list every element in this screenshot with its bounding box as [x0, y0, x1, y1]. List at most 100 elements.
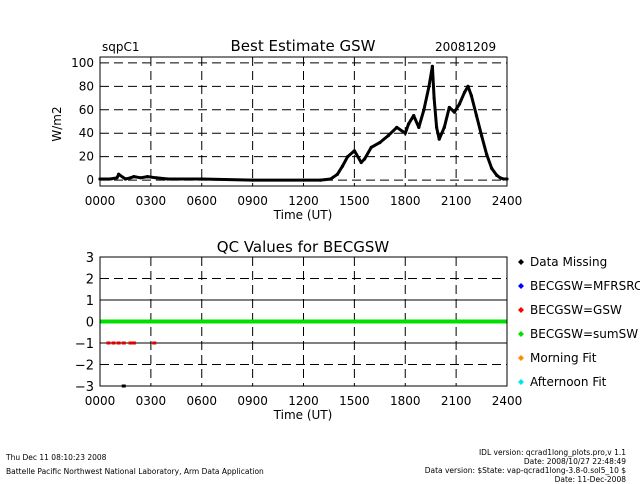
qc-y-tick-label: 1 [86, 294, 94, 309]
footer-data-version: Data version: $State: vap-qcrad1long-3.8… [424, 466, 626, 475]
gsw-data-point [352, 149, 356, 153]
gsw-data-point [479, 133, 484, 138]
top-x-tick-label: 1800 [390, 194, 421, 208]
gsw-data-point [430, 64, 434, 68]
qc-data-point [116, 341, 121, 345]
site-label: sqpC1 [102, 40, 140, 54]
legend-label: Afternoon Fit [530, 375, 607, 389]
legend-label: Data Missing [530, 255, 607, 269]
top-x-tick-label: 1500 [339, 194, 370, 208]
gsw-data-point [452, 110, 457, 114]
qc-x-tick-labels: 0000 0300 0600 0900 1200 1500 1800 2100 2400 [85, 394, 523, 408]
qc-x-tick-label: 0300 [136, 394, 167, 408]
gsw-data-point [435, 125, 439, 129]
legend-label: Morning Fit [530, 351, 597, 365]
top-x-tick-label: 0900 [237, 194, 268, 208]
legend-marker [518, 259, 524, 265]
qc-chart-title: QC Values for BECGSW [217, 238, 390, 256]
footer-idl-version: IDL version: qcrad1long_plots.pro,v 1.1 [478, 448, 626, 457]
top-data-series [98, 64, 509, 182]
qc-y-tick-label: 0 [86, 316, 94, 331]
qc-x-tick-label: 1800 [390, 394, 421, 408]
gsw-data-point [154, 176, 158, 180]
gsw-data-point [437, 137, 441, 141]
qc-y-tick-label: 3 [86, 251, 94, 266]
qc-data-point [128, 341, 133, 345]
legend-label: BECGSW=MFRSRC [530, 279, 640, 293]
gsw-data-point [466, 84, 470, 88]
top-y-tick-labels: 0 20 40 60 80 100 [71, 56, 94, 187]
qc-chart: QC Values for BECGSW 3 2 1 0 −1 −2 −3 0000 0300… [75, 238, 522, 422]
gsw-data-point [340, 164, 345, 168]
footer-timestamp: Thu Dec 11 08:10:23 2008 [6, 453, 107, 462]
qc-y-tick-labels: 3 2 1 0 −1 −2 −3 [75, 251, 94, 395]
qc-data-point [152, 341, 157, 345]
gsw-data-point [386, 133, 390, 138]
top-y-tick-label: 60 [79, 103, 94, 117]
legend-marker [518, 355, 524, 361]
qc-x-tick-label: 0000 [85, 394, 116, 408]
qc-legend: Data Missing BECGSW=MFRSRC BECGSW=GSW BECGS… [518, 255, 640, 389]
qc-y-tick-label: −2 [75, 359, 94, 374]
gsw-data-point [123, 177, 128, 181]
qc-x-tick-label: 0900 [237, 394, 268, 408]
footer-idl-date: Date: 2008/10/27 22:48:49 [523, 457, 626, 466]
qc-data-series [100, 319, 507, 388]
legend-marker [518, 307, 524, 313]
qc-x-tick-label: 2100 [441, 394, 472, 408]
gsw-data-point [318, 178, 323, 182]
gsw-data-point [442, 125, 446, 129]
gsw-data-point [359, 160, 363, 165]
qc-plot-frame [99, 256, 508, 387]
legend-label: BECGSW=sumSW [530, 327, 638, 341]
qc-data-point [131, 341, 136, 345]
gsw-data-point [369, 145, 373, 149]
gsw-data-point [166, 177, 170, 181]
qc-x-tick-label: 1200 [288, 394, 319, 408]
qc-y-tick-label: −3 [75, 380, 94, 395]
gsw-data-point [345, 155, 350, 159]
qc-x-axis-label: Time (UT) [273, 408, 333, 422]
qc-data-point [121, 341, 126, 345]
gsw-data-point [495, 173, 499, 178]
chart-title: Best Estimate GSW [231, 37, 376, 55]
gsw-data-point [469, 94, 473, 98]
gsw-data-point [251, 178, 255, 182]
top-x-tick-label: 2400 [492, 194, 523, 208]
gsw-data-point [132, 175, 136, 179]
legend-marker [518, 331, 524, 337]
gsw-data-point [145, 175, 150, 179]
footer-lab: Battelle Pacific Northwest National Labo… [6, 467, 264, 476]
gsw-data-point [457, 102, 462, 106]
gsw-data-point [301, 178, 306, 182]
gsw-data-point [115, 176, 119, 180]
gsw-data-point [412, 114, 416, 118]
gsw-data-point [485, 152, 489, 156]
gsw-data-point [502, 177, 506, 181]
top-y-axis-label: W/m2 [50, 106, 64, 141]
footer-version-block: IDL version: qcrad1long_plots.pro,v 1.1 … [425, 448, 626, 484]
gsw-data-point [432, 96, 436, 100]
qc-x-tick-label: 0600 [186, 394, 217, 408]
legend-marker [518, 283, 524, 289]
legend-item: BECGSW=sumSW [518, 327, 638, 341]
qc-data-point [106, 341, 111, 345]
top-x-tick-labels: 0000 0300 0600 0900 1200 1500 1800 2100 2400 [85, 194, 523, 208]
top-y-tick-label: 100 [71, 56, 94, 70]
date-label: 20081209 [435, 40, 496, 54]
gsw-data-point [407, 122, 411, 126]
gsw-data-point [108, 177, 112, 181]
gsw-data-point [474, 114, 479, 118]
legend-item: Data Missing [518, 255, 607, 269]
top-x-tick-label: 0600 [186, 194, 217, 208]
legend-item: BECGSW=GSW [518, 303, 622, 317]
gsw-data-point [362, 157, 367, 161]
top-y-tick-label: 80 [79, 79, 94, 93]
qc-x-tick-label: 2400 [492, 394, 523, 408]
legend-item: Afternoon Fit [518, 375, 607, 389]
gsw-data-point [117, 172, 121, 176]
top-chart: sqpC1 Best Estimate GSW 20081209 0 20 40 60… [50, 37, 522, 222]
gsw-data-point [378, 141, 382, 145]
legend-label: BECGSW=GSW [530, 303, 622, 317]
gsw-data-point [128, 176, 133, 180]
